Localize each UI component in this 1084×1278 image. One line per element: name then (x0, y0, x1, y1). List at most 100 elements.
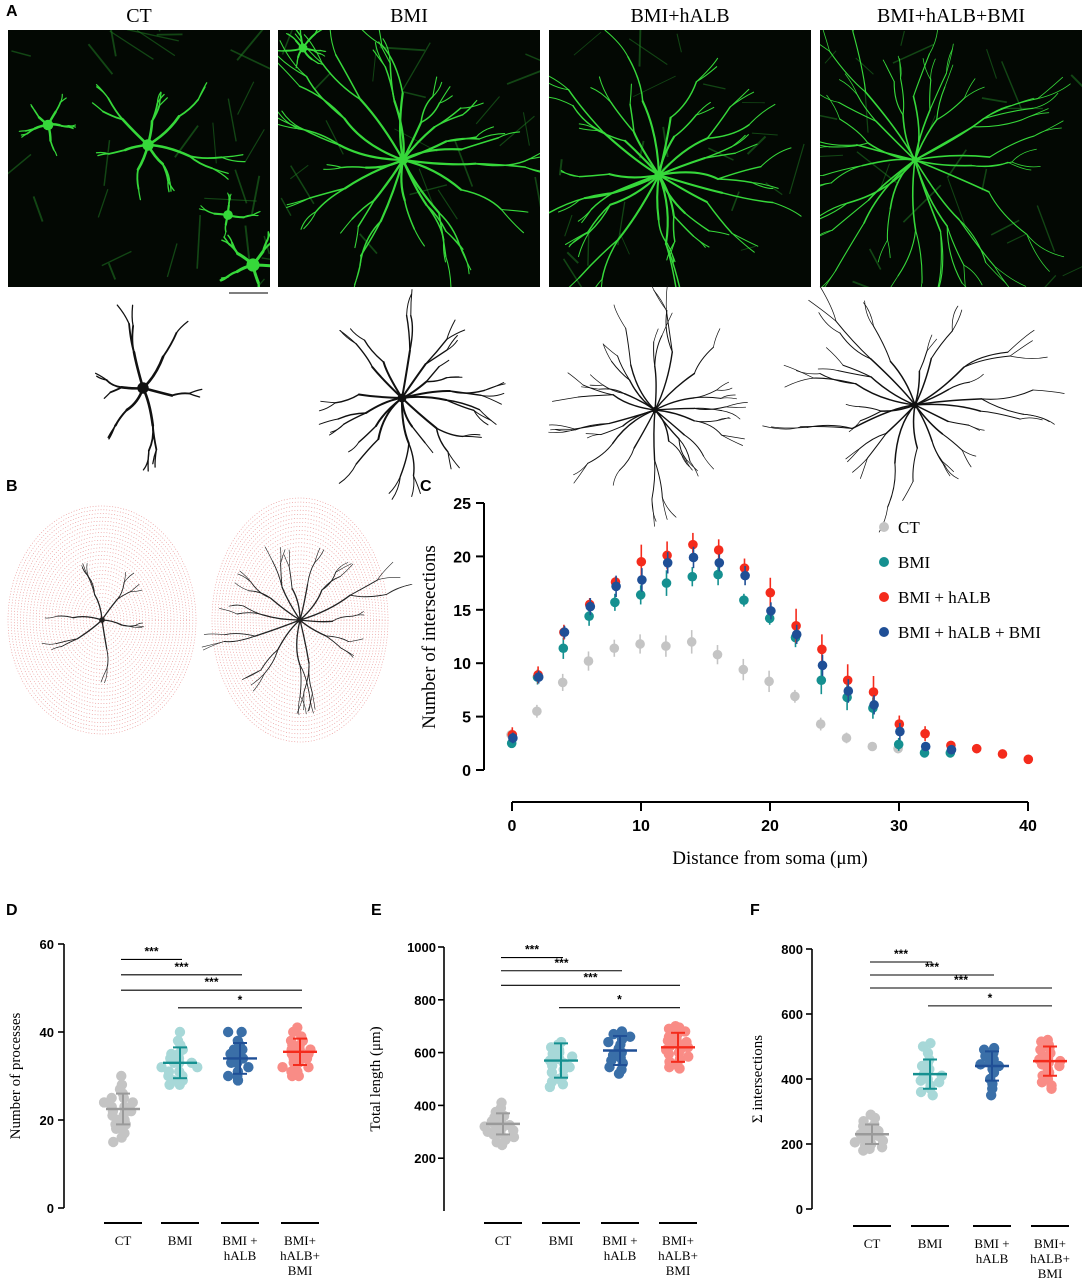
x-tick-label: 20 (761, 818, 779, 835)
astrocyte-process (161, 162, 169, 182)
category-label: hALB+ (658, 1248, 698, 1263)
secondary-astrocyte-process (21, 133, 28, 138)
sholl-circle (92, 608, 112, 632)
astrocyte-process (300, 211, 317, 230)
background-fibre (525, 53, 540, 61)
y-tick-label: 600 (781, 1007, 803, 1022)
astrocyte-process (695, 101, 711, 116)
sholl-circle (76, 589, 128, 651)
y-tick-label: 200 (414, 1151, 436, 1166)
sholl-circle (220, 509, 380, 731)
astrocyte-soma (398, 155, 408, 165)
data-point (532, 706, 542, 717)
y-tick-label: 15 (453, 603, 471, 620)
data-point (688, 552, 699, 563)
astrocyte-process (914, 117, 985, 161)
category-label: hALB+ (1030, 1251, 1070, 1266)
sholl-trace-process (331, 615, 353, 622)
group-2: BMI +hALB (601, 1026, 639, 1263)
sholl-trace-process (299, 619, 327, 637)
background-fibre (856, 151, 898, 184)
astrocyte-process (445, 230, 461, 248)
sholl-trace-process (121, 624, 136, 627)
trace-3-process (951, 305, 959, 332)
sholl-trace-process (234, 582, 250, 592)
significance-label: *** (925, 960, 939, 974)
astrocyte-process (946, 225, 963, 284)
x-axis-title: Distance from soma (μm) (672, 848, 867, 869)
sholl-trace-process (203, 633, 226, 636)
background-fibre (263, 235, 270, 255)
astrocyte-process (438, 86, 451, 104)
data-point (603, 1036, 614, 1048)
astrocyte (820, 30, 1071, 287)
sholl-circle (290, 607, 310, 633)
astrocyte-process (401, 158, 463, 191)
y-axis-title: Number of intersections (419, 545, 440, 729)
sholl-trace-soma (297, 617, 303, 623)
trace-1-process (358, 425, 377, 443)
trace-1-process (355, 343, 373, 368)
category-label: BMI (1038, 1266, 1063, 1278)
trace-0-process (114, 408, 128, 427)
data-point (303, 1062, 314, 1073)
astrocyte-process (911, 159, 917, 231)
sholl-circle (82, 596, 122, 644)
astrocyte-process (993, 265, 1027, 287)
astrocyte-process (96, 86, 109, 99)
data-point (661, 641, 671, 651)
trace-3-process (839, 332, 872, 360)
background-fibre (731, 191, 740, 212)
trace-2-process (654, 407, 695, 411)
data-point (288, 1026, 299, 1038)
sholl-circle (7, 505, 197, 735)
sholl-trace-process (281, 586, 301, 621)
trace-3-process (851, 404, 916, 430)
data-point (686, 637, 697, 647)
astrocyte-process (684, 212, 710, 232)
y-tick-label: 60 (40, 937, 54, 952)
sholl-trace-process (308, 691, 314, 714)
astrocyte-process (751, 181, 779, 189)
data-point (868, 687, 879, 697)
astrocyte-process (748, 103, 776, 126)
data-point (635, 590, 646, 600)
trace-3-process (914, 404, 944, 435)
astrocyte-process (432, 81, 443, 98)
data-point (816, 675, 827, 686)
trace-3-process (963, 355, 1011, 368)
trace-0-process (175, 320, 189, 334)
astrocyte-process (357, 199, 376, 228)
y-tick-label: 400 (414, 1098, 436, 1113)
astrocyte-process (729, 88, 750, 108)
astrocyte-process (610, 101, 635, 133)
data-point (683, 1051, 694, 1062)
astrocyte-process (549, 82, 570, 91)
data-point (740, 570, 750, 581)
sholl-trace-process (314, 547, 321, 563)
secondary-astrocyte-process (67, 126, 74, 130)
background-fibre (281, 30, 293, 55)
trace-0-process (170, 392, 190, 397)
trace-1-process (438, 359, 450, 368)
sholl-circle (29, 532, 175, 708)
astrocyte-process (1011, 148, 1037, 163)
astrocyte-process (877, 239, 888, 263)
background-fibre (900, 30, 905, 46)
astrocyte-process (839, 79, 858, 96)
trace-2-process (586, 434, 602, 439)
trace-1-process (399, 442, 410, 477)
category-label: CT (864, 1236, 881, 1251)
y-tick-label: 600 (414, 1046, 436, 1061)
astrocyte-process (167, 180, 175, 192)
sholl-trace-process (244, 669, 262, 679)
astrocyte-process (438, 95, 453, 104)
astrocyte-process (820, 202, 848, 220)
data-point (108, 1136, 119, 1148)
data-point (116, 1070, 127, 1082)
trace-0-process (103, 391, 112, 399)
sholl-circle (229, 522, 371, 718)
astrocyte-process (308, 187, 346, 199)
data-point (858, 1145, 869, 1156)
astrocyte-process (1037, 83, 1071, 99)
